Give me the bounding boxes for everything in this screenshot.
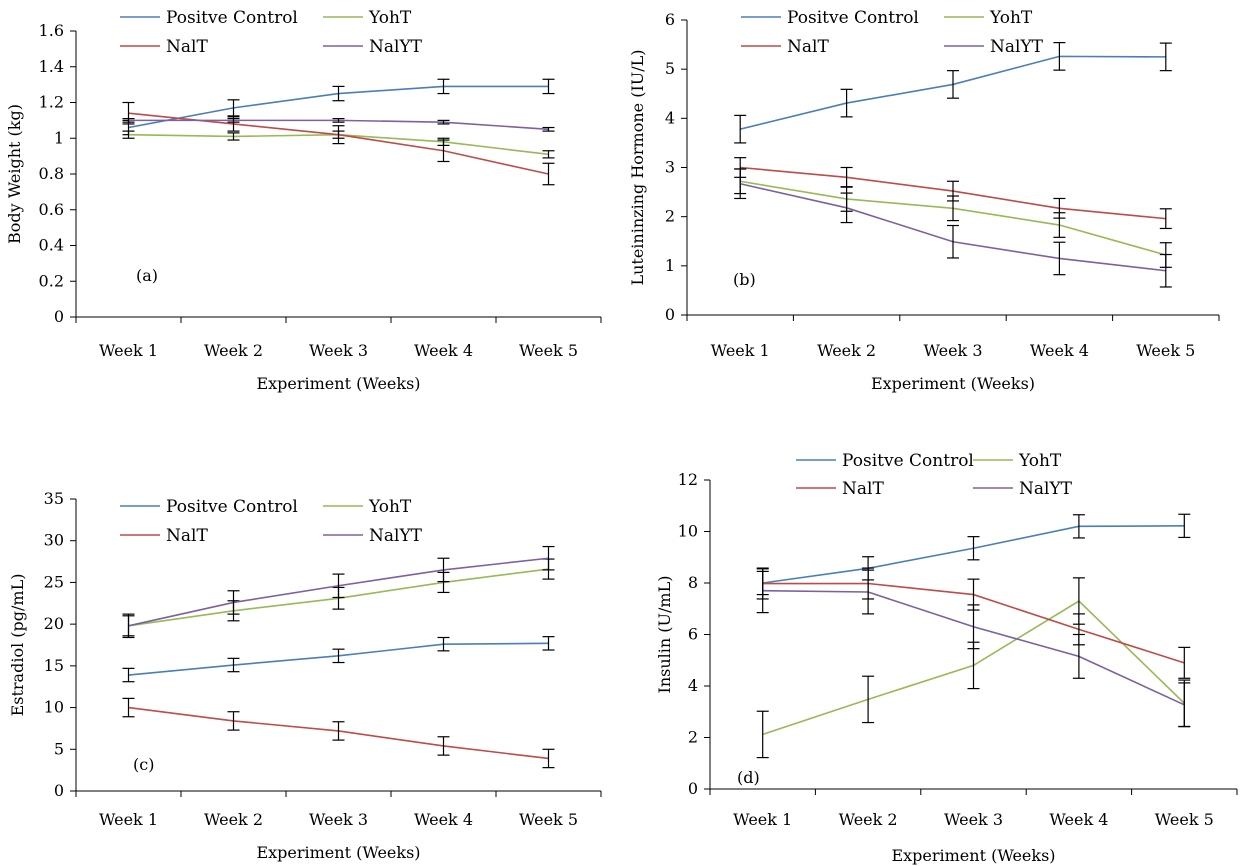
legend-label: NalYT xyxy=(369,37,423,57)
y-tick-label: 1 xyxy=(665,256,675,275)
x-axis-title: Experiment (Weeks) xyxy=(871,374,1035,393)
legend-label: YohT xyxy=(989,8,1033,28)
y-tick-label: 0 xyxy=(688,779,698,798)
x-tick-label: Week 2 xyxy=(204,341,263,360)
y-tick-label: 2 xyxy=(688,728,698,747)
y-tick-label: 15 xyxy=(44,656,64,675)
y-tick-label: 8 xyxy=(688,573,698,592)
legend-label: Positve Control xyxy=(787,8,919,28)
y-tick-label: 1.4 xyxy=(39,57,64,76)
y-tick-label: 35 xyxy=(44,489,64,508)
chart-panel-a: 0 0.2 0.4 0.6 0.8 1 1.2 1.4 1.6 Week 1 Week 2 Week … xyxy=(5,8,602,393)
x-axis-title: Experiment (Weeks) xyxy=(891,846,1055,865)
legend-entry-nalyt: NalYT xyxy=(323,37,423,57)
y-axis-title: Insulin (U/mL) xyxy=(655,576,674,694)
legend-label: Positve Control xyxy=(166,497,298,517)
legend-label: Positve Control xyxy=(166,8,298,28)
y-tick-label: 25 xyxy=(44,572,64,591)
y-tick-label: 0.6 xyxy=(39,200,64,219)
x-tick-label: Week 4 xyxy=(1030,341,1089,360)
y-tick-label: 10 xyxy=(44,698,64,717)
y-axis-title: Luteininzing Hormone (IU/L) xyxy=(628,49,647,285)
x-tick-label: Week 1 xyxy=(99,341,158,360)
y-tick-label: 4 xyxy=(665,108,675,127)
x-tick-label: Week 3 xyxy=(309,810,368,829)
y-tick-label: 0 xyxy=(54,307,64,326)
x-tick-label: Week 5 xyxy=(1155,810,1214,829)
panel-label: (b) xyxy=(733,270,756,289)
x-tick-label: Week 4 xyxy=(414,341,473,360)
x-tick-label: Week 2 xyxy=(839,810,898,829)
y-tick-label: 0 xyxy=(665,305,675,324)
y-tick-label: 6 xyxy=(665,10,675,29)
y-tick-label: 1.6 xyxy=(39,21,64,40)
y-tick-label: 2 xyxy=(665,207,675,226)
legend-entry-positive-control: Positve Control xyxy=(796,451,974,471)
y-tick-label: 3 xyxy=(665,158,675,177)
x-tick-label: Week 3 xyxy=(923,341,982,360)
legend-entry-positive-control: Positve Control xyxy=(120,497,298,517)
legend-entry-nalt: NalT xyxy=(741,37,829,57)
legend-entry-positive-control: Positve Control xyxy=(741,8,919,28)
panel-label: (d) xyxy=(737,768,760,787)
x-tick-label: Week 5 xyxy=(519,810,578,829)
legend-entry-nalyt: NalYT xyxy=(973,479,1073,499)
x-tick-label: Week 1 xyxy=(711,341,770,360)
y-tick-label: 6 xyxy=(688,625,698,644)
chart-panel-c: 0 5 10 15 20 25 30 35 Week 1 Week 2 Week 3 Week 4 We… xyxy=(8,489,602,862)
panel-label: (a) xyxy=(136,266,158,285)
y-tick-label: 1.2 xyxy=(39,93,64,112)
legend-label: NalT xyxy=(166,526,208,546)
legend-entry-nalt: NalT xyxy=(120,526,208,546)
legend-entry-nalyt: NalYT xyxy=(944,37,1044,57)
x-tick-label: Week 1 xyxy=(99,810,158,829)
legend-entry-positive-control: Positve Control xyxy=(120,8,298,28)
x-tick-label: Week 1 xyxy=(733,810,792,829)
legend-entry-yoht: YohT xyxy=(323,8,412,28)
y-tick-label: 1 xyxy=(54,128,64,147)
y-tick-label: 5 xyxy=(54,739,64,758)
x-tick-label: Week 2 xyxy=(204,810,263,829)
y-tick-label: 0.4 xyxy=(39,236,64,255)
x-tick-label: Week 3 xyxy=(944,810,1003,829)
y-tick-label: 20 xyxy=(44,614,64,633)
chart-panel-b: 0 1 2 3 4 5 6 Week 1 Week 2 Week 3 Week 4 Week 5 Exp… xyxy=(628,8,1220,393)
y-axis-title: Body Weight (kg) xyxy=(5,104,24,244)
x-axis-title: Experiment (Weeks) xyxy=(256,374,420,393)
x-tick-label: Week 3 xyxy=(309,341,368,360)
x-tick-label: Week 4 xyxy=(1049,810,1108,829)
x-tick-label: Week 5 xyxy=(519,341,578,360)
y-axis-title: Estradiol (pg/mL) xyxy=(8,574,27,717)
legend-label: NalT xyxy=(787,37,829,57)
y-tick-label: 10 xyxy=(678,522,698,541)
x-tick-label: Week 4 xyxy=(414,810,473,829)
legend-entry-yoht: YohT xyxy=(323,497,412,517)
x-tick-label: Week 5 xyxy=(1136,341,1195,360)
y-tick-label: 0.2 xyxy=(39,271,64,290)
legend-entry-nalt: NalT xyxy=(796,479,884,499)
x-tick-label: Week 2 xyxy=(817,341,876,360)
legend-label: NalYT xyxy=(990,37,1044,57)
chart-panel-d: 0 2 4 6 8 10 12 Week 1 Week 2 Week 3 Week 4 Week 5 E… xyxy=(655,451,1238,865)
y-tick-label: 12 xyxy=(678,470,698,489)
legend-entry-yoht: YohT xyxy=(944,8,1033,28)
legend-entry-nalt: NalT xyxy=(120,37,208,57)
y-tick-label: 0 xyxy=(54,781,64,800)
legend-label: NalT xyxy=(166,37,208,57)
legend-label: Positve Control xyxy=(842,451,974,471)
panel-label: (c) xyxy=(133,755,154,774)
legend-label: YohT xyxy=(368,8,412,28)
legend-entry-nalyt: NalYT xyxy=(323,526,423,546)
legend-label: YohT xyxy=(368,497,412,517)
y-tick-label: 0.8 xyxy=(39,164,64,183)
legend-entry-yoht: YohT xyxy=(973,451,1062,471)
x-axis-title: Experiment (Weeks) xyxy=(256,843,420,862)
legend-label: NalYT xyxy=(369,526,423,546)
y-tick-label: 5 xyxy=(665,59,675,78)
legend-label: NalYT xyxy=(1019,479,1073,499)
legend-label: NalT xyxy=(842,479,884,499)
y-tick-label: 4 xyxy=(688,676,698,695)
y-tick-label: 30 xyxy=(44,531,64,550)
legend-label: YohT xyxy=(1018,451,1062,471)
